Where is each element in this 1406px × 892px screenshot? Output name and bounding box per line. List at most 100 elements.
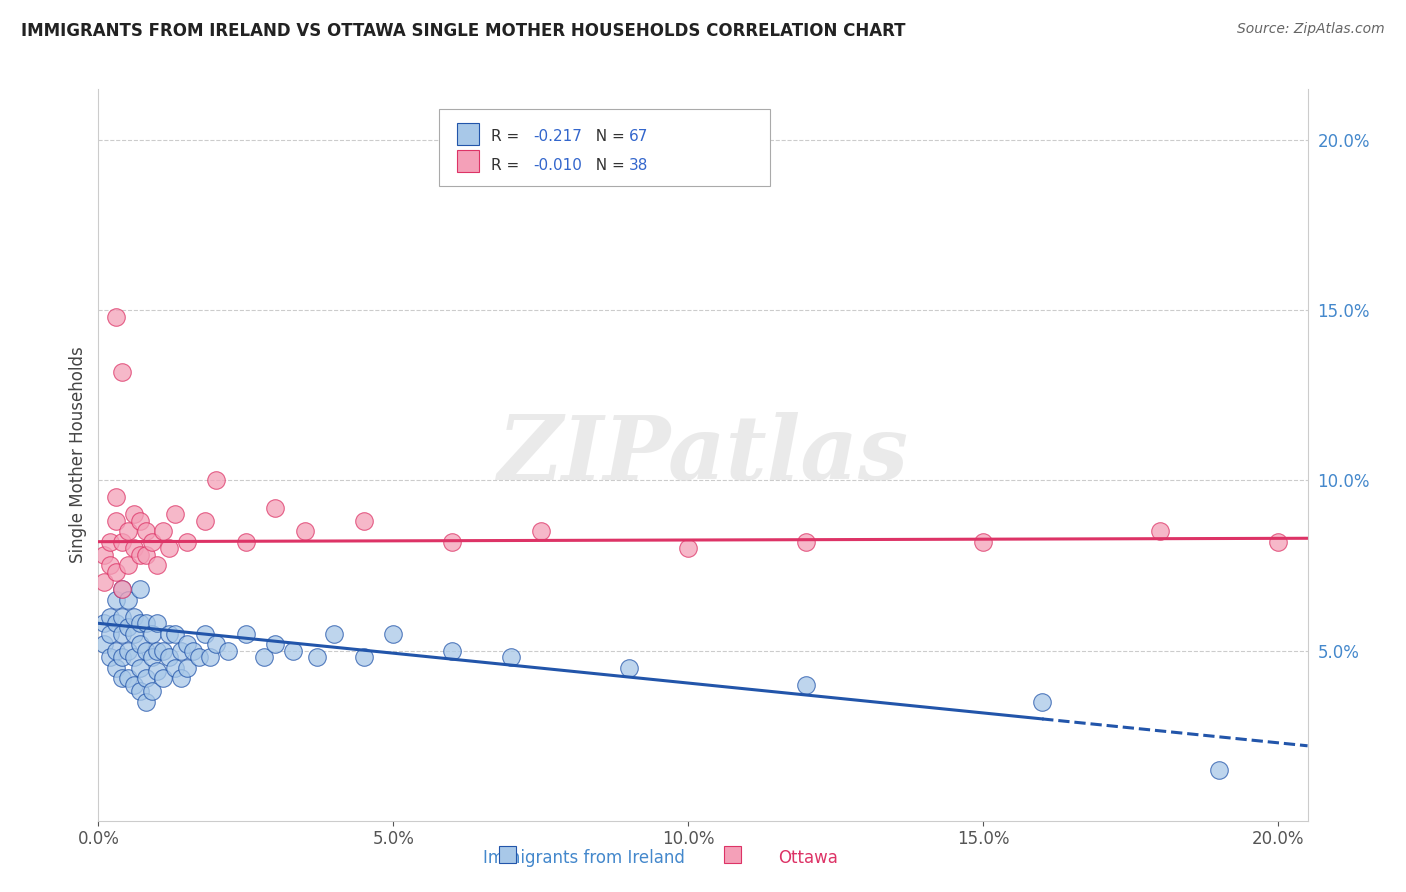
Point [105, 310, 128, 325]
Point [135, 643, 157, 657]
Point [205, 637, 228, 651]
Point [98, 534, 121, 549]
Point [501, 650, 523, 665]
Point [1267, 534, 1289, 549]
Point [111, 609, 134, 624]
Point [122, 609, 145, 624]
Text: ZIPatlas: ZIPatlas [498, 412, 908, 498]
Point [117, 671, 139, 685]
Point [93, 637, 115, 651]
Point [128, 514, 150, 528]
Point [264, 500, 287, 515]
Point [353, 650, 375, 665]
Point [1208, 763, 1230, 777]
Text: IMMIGRANTS FROM IRELAND VS OTTAWA SINGLE MOTHER HOUSEHOLDS CORRELATION CHART: IMMIGRANTS FROM IRELAND VS OTTAWA SINGLE… [21, 22, 905, 40]
Point [170, 671, 193, 685]
Point [794, 534, 817, 549]
Point [176, 637, 198, 651]
Point [93, 549, 115, 563]
Point [441, 534, 464, 549]
Point [98, 626, 121, 640]
Point [353, 514, 375, 528]
Point [105, 514, 128, 528]
Point [200, 650, 222, 665]
Point [122, 677, 145, 691]
Point [165, 508, 187, 522]
Y-axis label: Single Mother Households: Single Mother Households [69, 347, 87, 563]
Point [281, 643, 304, 657]
Text: R =: R = [491, 129, 524, 145]
Point [157, 541, 180, 556]
Point [111, 365, 134, 379]
Point [235, 626, 257, 640]
Point [152, 524, 174, 539]
Point [111, 582, 134, 597]
Point [157, 650, 180, 665]
Text: R =: R = [491, 158, 524, 173]
Point [294, 524, 316, 539]
Point [128, 549, 150, 563]
Point [619, 660, 641, 674]
Point [165, 660, 187, 674]
Point [122, 508, 145, 522]
Point [128, 582, 150, 597]
Point [146, 616, 169, 631]
Point [176, 534, 198, 549]
Point [105, 566, 128, 580]
Point [187, 650, 209, 665]
Point [794, 677, 817, 691]
Point [530, 524, 553, 539]
Point [105, 660, 128, 674]
Point [1031, 695, 1053, 709]
Text: -0.010: -0.010 [533, 158, 582, 173]
Text: N =: N = [586, 129, 630, 145]
Point [93, 616, 115, 631]
Point [323, 626, 346, 640]
Point [117, 558, 139, 573]
Point [122, 650, 145, 665]
Point [117, 592, 139, 607]
Point [972, 534, 994, 549]
Point [678, 541, 700, 556]
Point [128, 660, 150, 674]
Point [105, 491, 128, 505]
Point [235, 534, 257, 549]
Point [1149, 524, 1171, 539]
Point [117, 524, 139, 539]
Point [264, 637, 287, 651]
Point [117, 643, 139, 657]
Point [157, 626, 180, 640]
Point [111, 582, 134, 597]
Point [176, 660, 198, 674]
Point [135, 524, 157, 539]
Point [170, 643, 193, 657]
Point [135, 695, 157, 709]
Point [217, 643, 239, 657]
Point [146, 558, 169, 573]
Point [194, 626, 217, 640]
Point [122, 626, 145, 640]
Point [98, 609, 121, 624]
Point [135, 671, 157, 685]
Point [117, 620, 139, 634]
Point [111, 650, 134, 665]
Point [146, 664, 169, 678]
Point [165, 626, 187, 640]
Point [146, 643, 169, 657]
Point [111, 671, 134, 685]
Text: -0.217: -0.217 [533, 129, 582, 145]
Point [105, 616, 128, 631]
Text: 38: 38 [628, 158, 648, 173]
Text: Immigrants from Ireland: Immigrants from Ireland [482, 849, 685, 867]
Point [128, 637, 150, 651]
Point [122, 541, 145, 556]
Point [98, 558, 121, 573]
Point [141, 684, 163, 698]
Point [152, 643, 174, 657]
Point [135, 616, 157, 631]
Point [441, 643, 464, 657]
Point [105, 643, 128, 657]
Point [252, 650, 274, 665]
Point [194, 514, 217, 528]
Point [93, 575, 115, 590]
